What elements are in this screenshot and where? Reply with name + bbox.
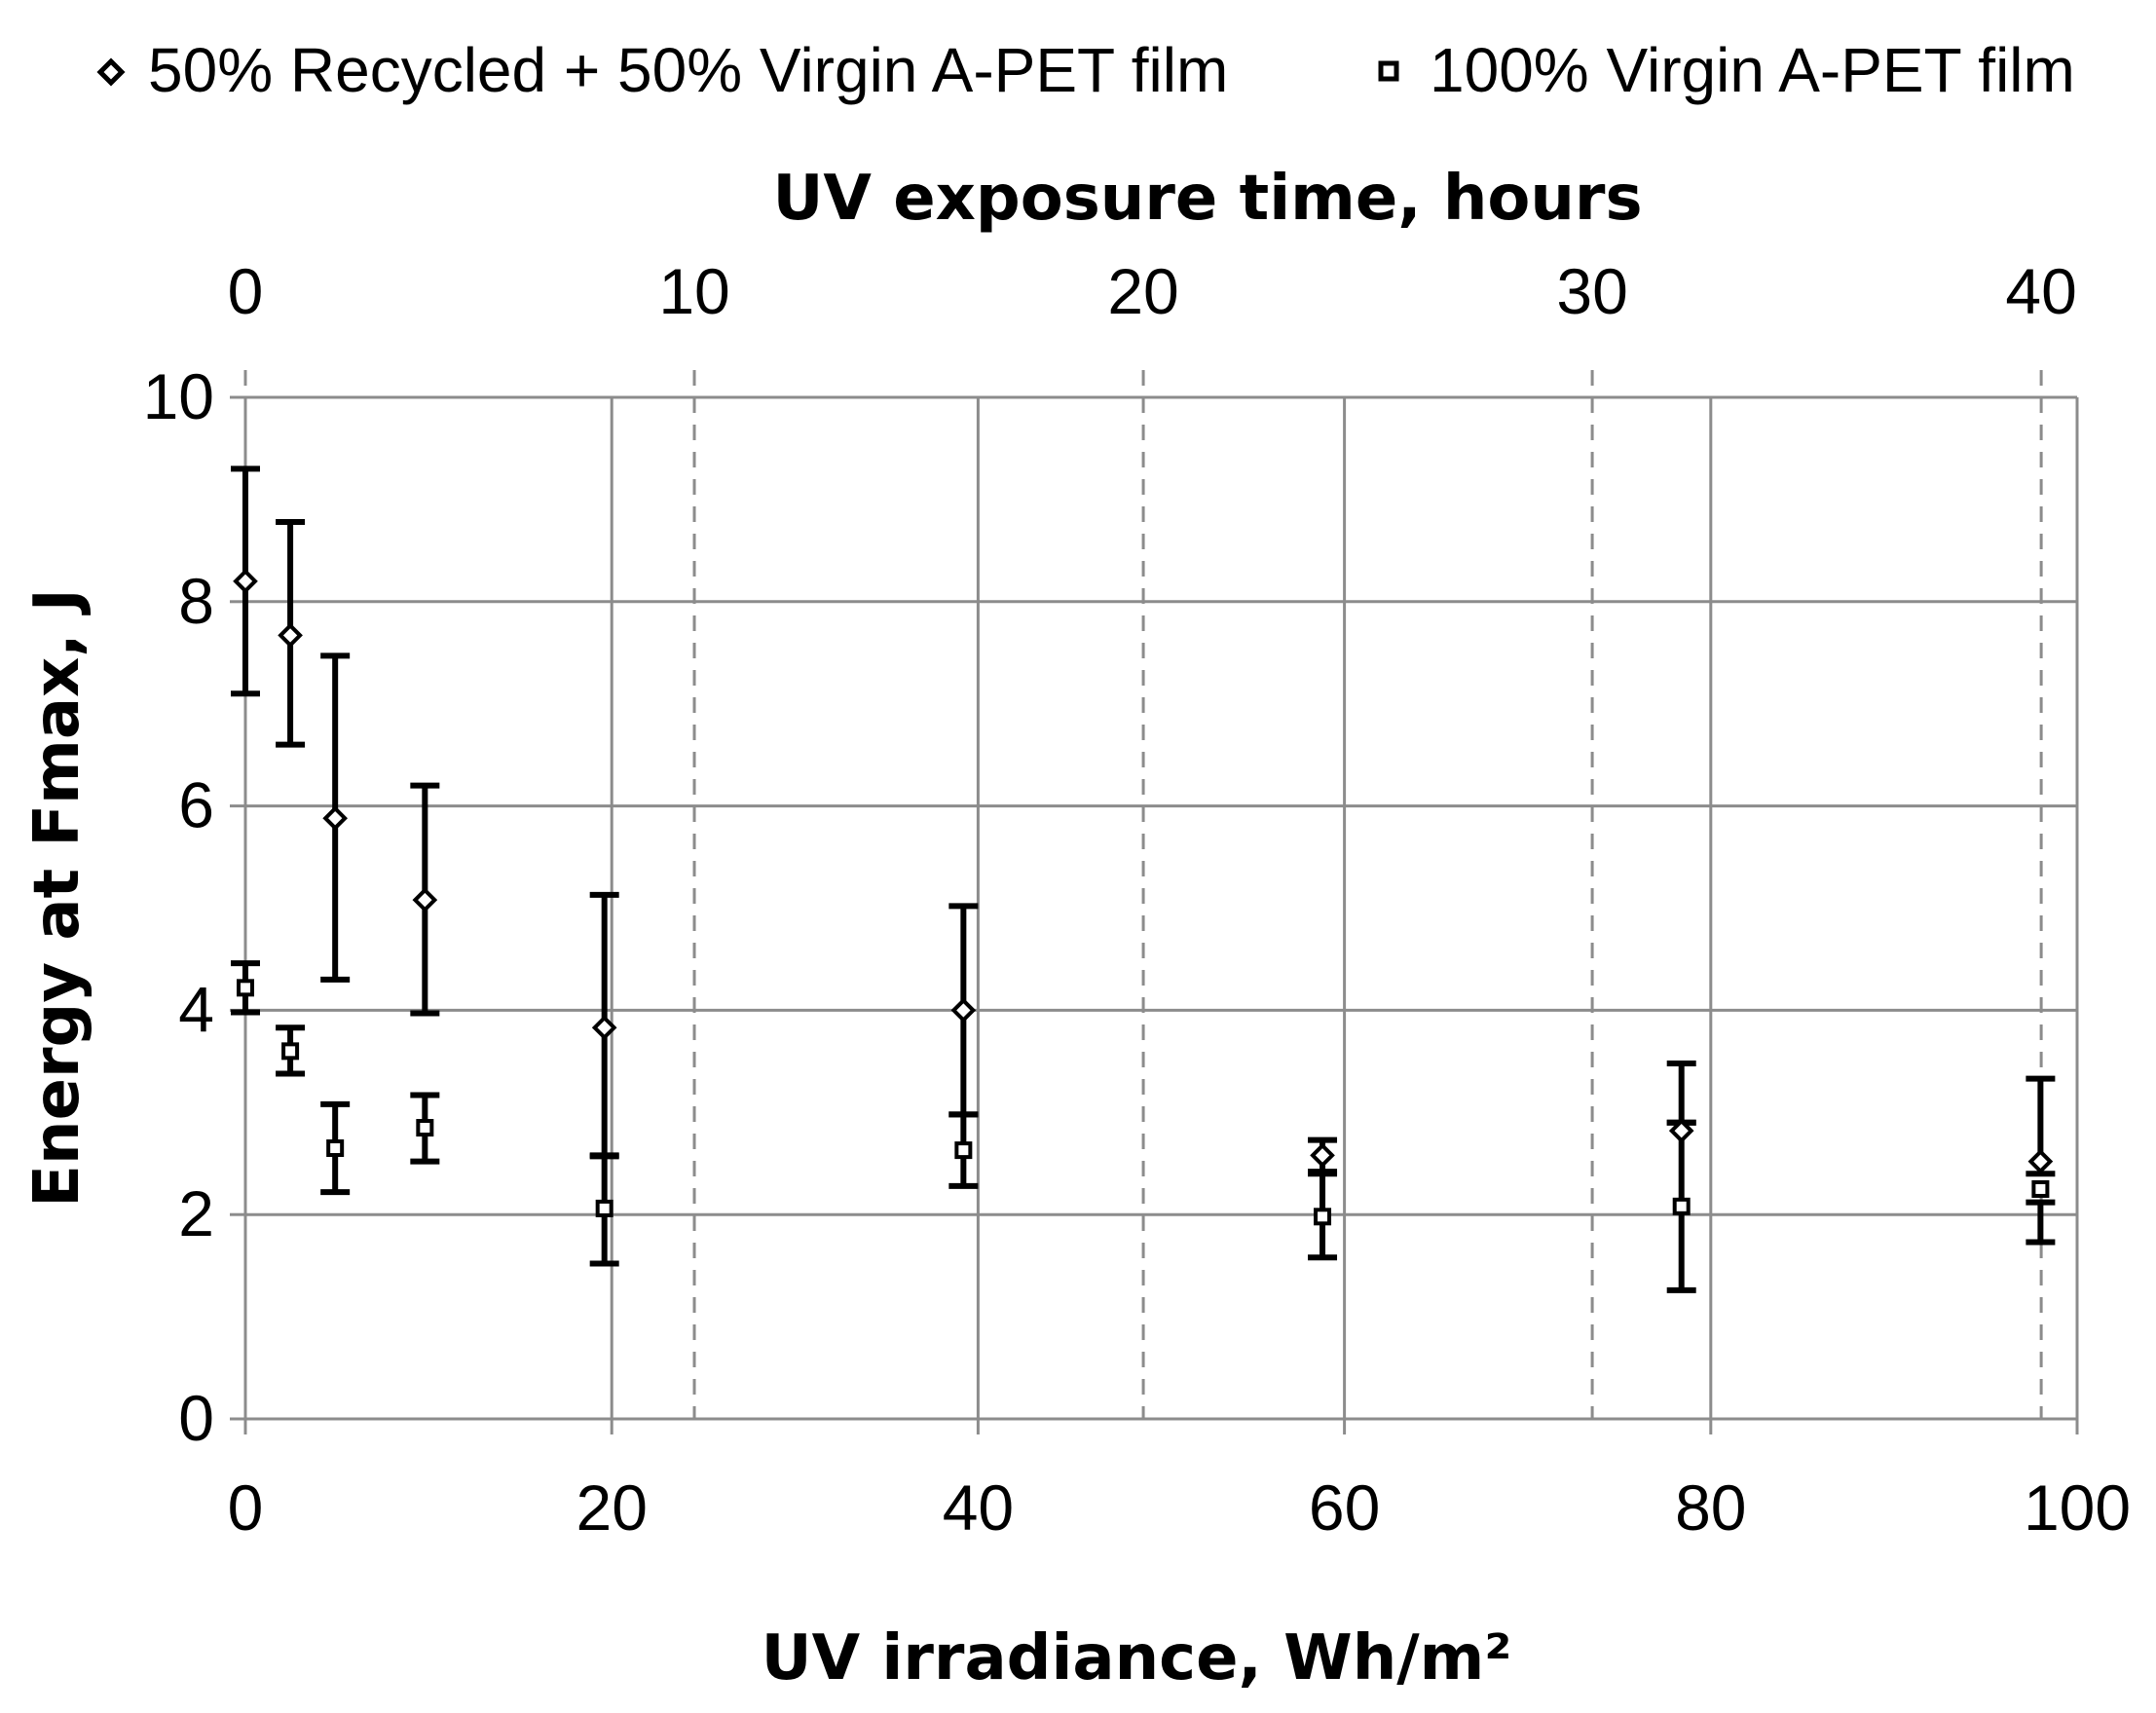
data-point-square[interactable] [1672,1197,1691,1215]
x-axis-title-text: UV irradiance, Wh/m² [762,1622,1512,1694]
x-tick-label: 60 [1309,1471,1380,1544]
x-tick-label: 0 [228,1471,264,1544]
y-tick-label: 10 [143,360,214,432]
legend-item-series-0[interactable]: 50% Recycled + 50% Virgin A-PET film [96,35,1228,105]
legend-label-series-1: 100% Virgin A-PET film [1430,35,2075,105]
y-tick-label: 8 [178,565,214,637]
x-tick-label: 80 [1675,1471,1746,1544]
x2-tick-label: 10 [658,255,729,327]
error-bar [1666,1060,1696,1126]
x2-axis-title: UV exposure time, hours [772,163,1642,235]
error-bar [2026,1199,2056,1246]
x-tick-label: 20 [576,1471,647,1544]
y-tick-label: 6 [178,769,214,841]
diamond-marker-icon [96,57,126,87]
data-point-square[interactable] [954,1141,973,1160]
legend-label-series-0: 50% Recycled + 50% Virgin A-PET film [148,35,1228,105]
data-point-diamond[interactable] [278,622,303,649]
x2-tick-label: 0 [228,255,264,327]
data-layer [231,465,2056,1293]
y-axis-title: Energy at Fmax, J [21,588,93,1207]
x2-tick-label: 30 [1556,255,1627,327]
data-point-diamond[interactable] [412,887,438,912]
y-tick-label: 0 [178,1382,214,1454]
data-point-diamond[interactable] [322,805,348,832]
x-tick-label: 100 [2024,1471,2131,1544]
y-tick-label: 4 [178,973,214,1045]
x-axis-title: UV irradiance, Wh/m² [762,1622,1512,1694]
x2-tick-label: 40 [2005,255,2076,327]
x2-tick-label: 20 [1107,255,1178,327]
axes-layer [230,395,2079,1434]
data-point-square[interactable] [595,1199,613,1217]
data-point-diamond[interactable] [591,1015,617,1041]
data-point-diamond[interactable] [950,997,977,1024]
data-point-diamond[interactable] [1310,1142,1335,1169]
data-point-square[interactable] [2031,1179,2050,1198]
data-point-square[interactable] [1314,1208,1332,1226]
x-tick-label: 40 [943,1471,1014,1544]
data-point-square[interactable] [281,1042,300,1061]
data-point-diamond[interactable] [2027,1148,2054,1174]
data-point-diamond[interactable] [233,568,258,594]
data-point-square[interactable] [237,979,254,997]
legend-item-series-1[interactable]: 100% Virgin A-PET film [1378,35,2075,105]
data-point-square[interactable] [326,1139,345,1158]
data-point-square[interactable] [416,1119,434,1137]
grid-layer [243,370,2079,1421]
legend: 50% Recycled + 50% Virgin A-PET film 100… [96,35,2075,105]
data-point-diamond[interactable] [1668,1118,1694,1144]
y-tick-label: 2 [178,1177,214,1249]
square-marker-icon [1378,60,1399,82]
